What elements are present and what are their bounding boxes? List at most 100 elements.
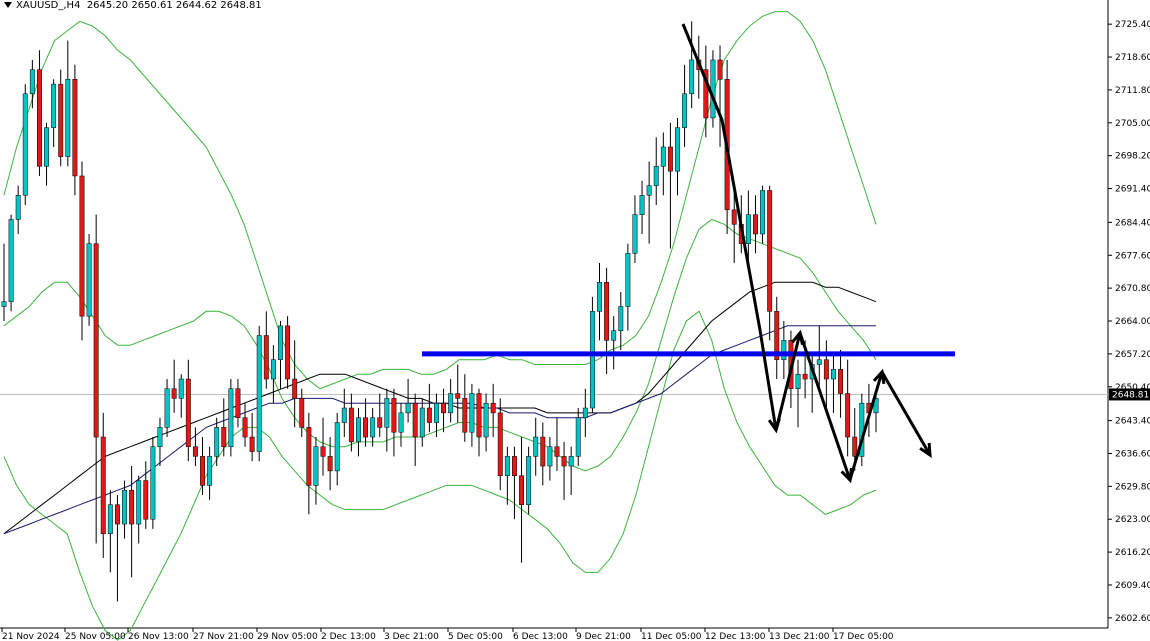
candle-body — [873, 398, 879, 414]
candle-body — [22, 93, 28, 196]
candle-body — [781, 340, 787, 360]
candle-body — [455, 393, 461, 399]
candle-body — [1, 301, 7, 307]
y-tick-label: 2629.80 — [1115, 482, 1150, 492]
candle-body — [547, 446, 553, 467]
candle-body — [384, 398, 390, 428]
projection-path[interactable] — [681, 23, 932, 482]
candle-body — [511, 456, 517, 476]
candle-body — [568, 456, 574, 467]
candle-body — [845, 393, 851, 438]
candle-body — [107, 504, 113, 534]
candle-body — [285, 325, 291, 380]
candle-body — [299, 398, 305, 428]
candle-body — [249, 436, 255, 452]
y-tick-label: 2698.20 — [1115, 152, 1150, 162]
candle-body — [157, 427, 163, 447]
candle-body — [682, 93, 688, 128]
candle-body — [242, 417, 248, 438]
candle-body — [575, 417, 581, 457]
drawings — [422, 23, 955, 484]
y-tick-label: 2725.40 — [1115, 20, 1150, 30]
y-tick-label: 2670.80 — [1115, 284, 1150, 294]
candle-body — [270, 359, 276, 380]
moving-averages — [3, 281, 877, 535]
candle-body — [497, 412, 503, 476]
x-tick-label: 29 Nov 05:00 — [257, 632, 318, 641]
candle-body — [320, 446, 326, 457]
y-tick-label: 2636.60 — [1115, 449, 1150, 459]
candle-body — [731, 209, 737, 225]
candle-body — [667, 146, 673, 172]
candle-body — [334, 422, 340, 472]
candle-body — [207, 456, 213, 486]
candle-body — [398, 412, 404, 433]
candle-body — [228, 388, 234, 447]
y-tick-label: 2602.60 — [1115, 614, 1150, 624]
candle-body — [348, 407, 354, 443]
price-badge-label: 2648.81 — [1112, 390, 1149, 400]
x-tick-label: 27 Nov 21:00 — [193, 632, 254, 641]
candle-body — [519, 475, 524, 505]
candle-body — [36, 69, 42, 167]
y-tick-label: 2677.60 — [1115, 251, 1150, 261]
y-tick-label: 2643.40 — [1115, 417, 1150, 427]
candle-body — [675, 127, 680, 172]
arrow-head-3 — [840, 467, 853, 484]
candle-body — [341, 407, 347, 423]
candle-body — [370, 417, 376, 438]
candle-body — [72, 79, 78, 177]
y-tick-label: 2616.20 — [1115, 548, 1150, 558]
candle-body — [540, 436, 546, 467]
candle-body — [816, 359, 822, 365]
y-tick-label: 2664.00 — [1115, 317, 1150, 327]
y-tick-label: 2718.60 — [1115, 53, 1150, 63]
y-tick-label: 2609.40 — [1115, 581, 1150, 591]
x-tick-label: 11 Dec 05:00 — [641, 632, 702, 641]
x-tick-label: 13 Dec 21:00 — [769, 632, 830, 641]
candle-body — [618, 306, 624, 331]
candle-body — [129, 489, 135, 525]
candle-body — [426, 407, 432, 423]
candle-body — [93, 243, 99, 438]
symbol-label: XAUUSD_,H4 — [16, 0, 81, 11]
y-tick-label: 2650.40 — [1115, 383, 1150, 393]
y-tick-label: 2684.40 — [1115, 218, 1150, 228]
x-tick-label: 17 Dec 05:00 — [833, 632, 894, 641]
dropdown-triangle-icon[interactable] — [4, 2, 12, 8]
candle-body — [114, 504, 120, 525]
candle-body — [15, 195, 21, 220]
candle-body — [597, 282, 602, 312]
x-tick-label: 6 Dec 13:00 — [513, 632, 568, 641]
candle-body — [86, 243, 92, 317]
candle-body — [221, 427, 227, 447]
candle-body — [582, 407, 588, 418]
x-tick-label: 21 Nov 2024 — [2, 632, 60, 641]
candle-body — [717, 59, 723, 80]
candle-body — [589, 311, 595, 409]
ohlc-values: 2645.20 2650.61 2644.62 2648.81 — [86, 0, 262, 11]
candle-body — [441, 402, 446, 414]
candle-body — [753, 214, 758, 235]
candle-body — [122, 489, 127, 525]
candle-body — [8, 219, 14, 302]
candle-body — [561, 456, 567, 467]
candle-body — [171, 388, 177, 399]
candle-body — [313, 446, 319, 486]
candle-body — [235, 388, 241, 418]
candle-body — [448, 393, 454, 414]
candle-body — [554, 446, 560, 457]
candle-body — [292, 378, 298, 399]
candle-body — [44, 127, 49, 167]
y-tick-label: 2623.00 — [1115, 515, 1150, 525]
candle-body — [852, 436, 858, 457]
time-axis: 21 Nov 2024 25 Nov 05:00 26 Nov 13:00 27 No… — [1, 628, 894, 641]
candle-body — [490, 402, 496, 414]
candle-body — [363, 417, 369, 438]
candle-body — [646, 185, 652, 196]
candle-body — [689, 59, 695, 95]
candle-body — [79, 175, 85, 317]
arrow-head-5 — [919, 442, 932, 458]
ma-slow-line — [3, 281, 877, 535]
